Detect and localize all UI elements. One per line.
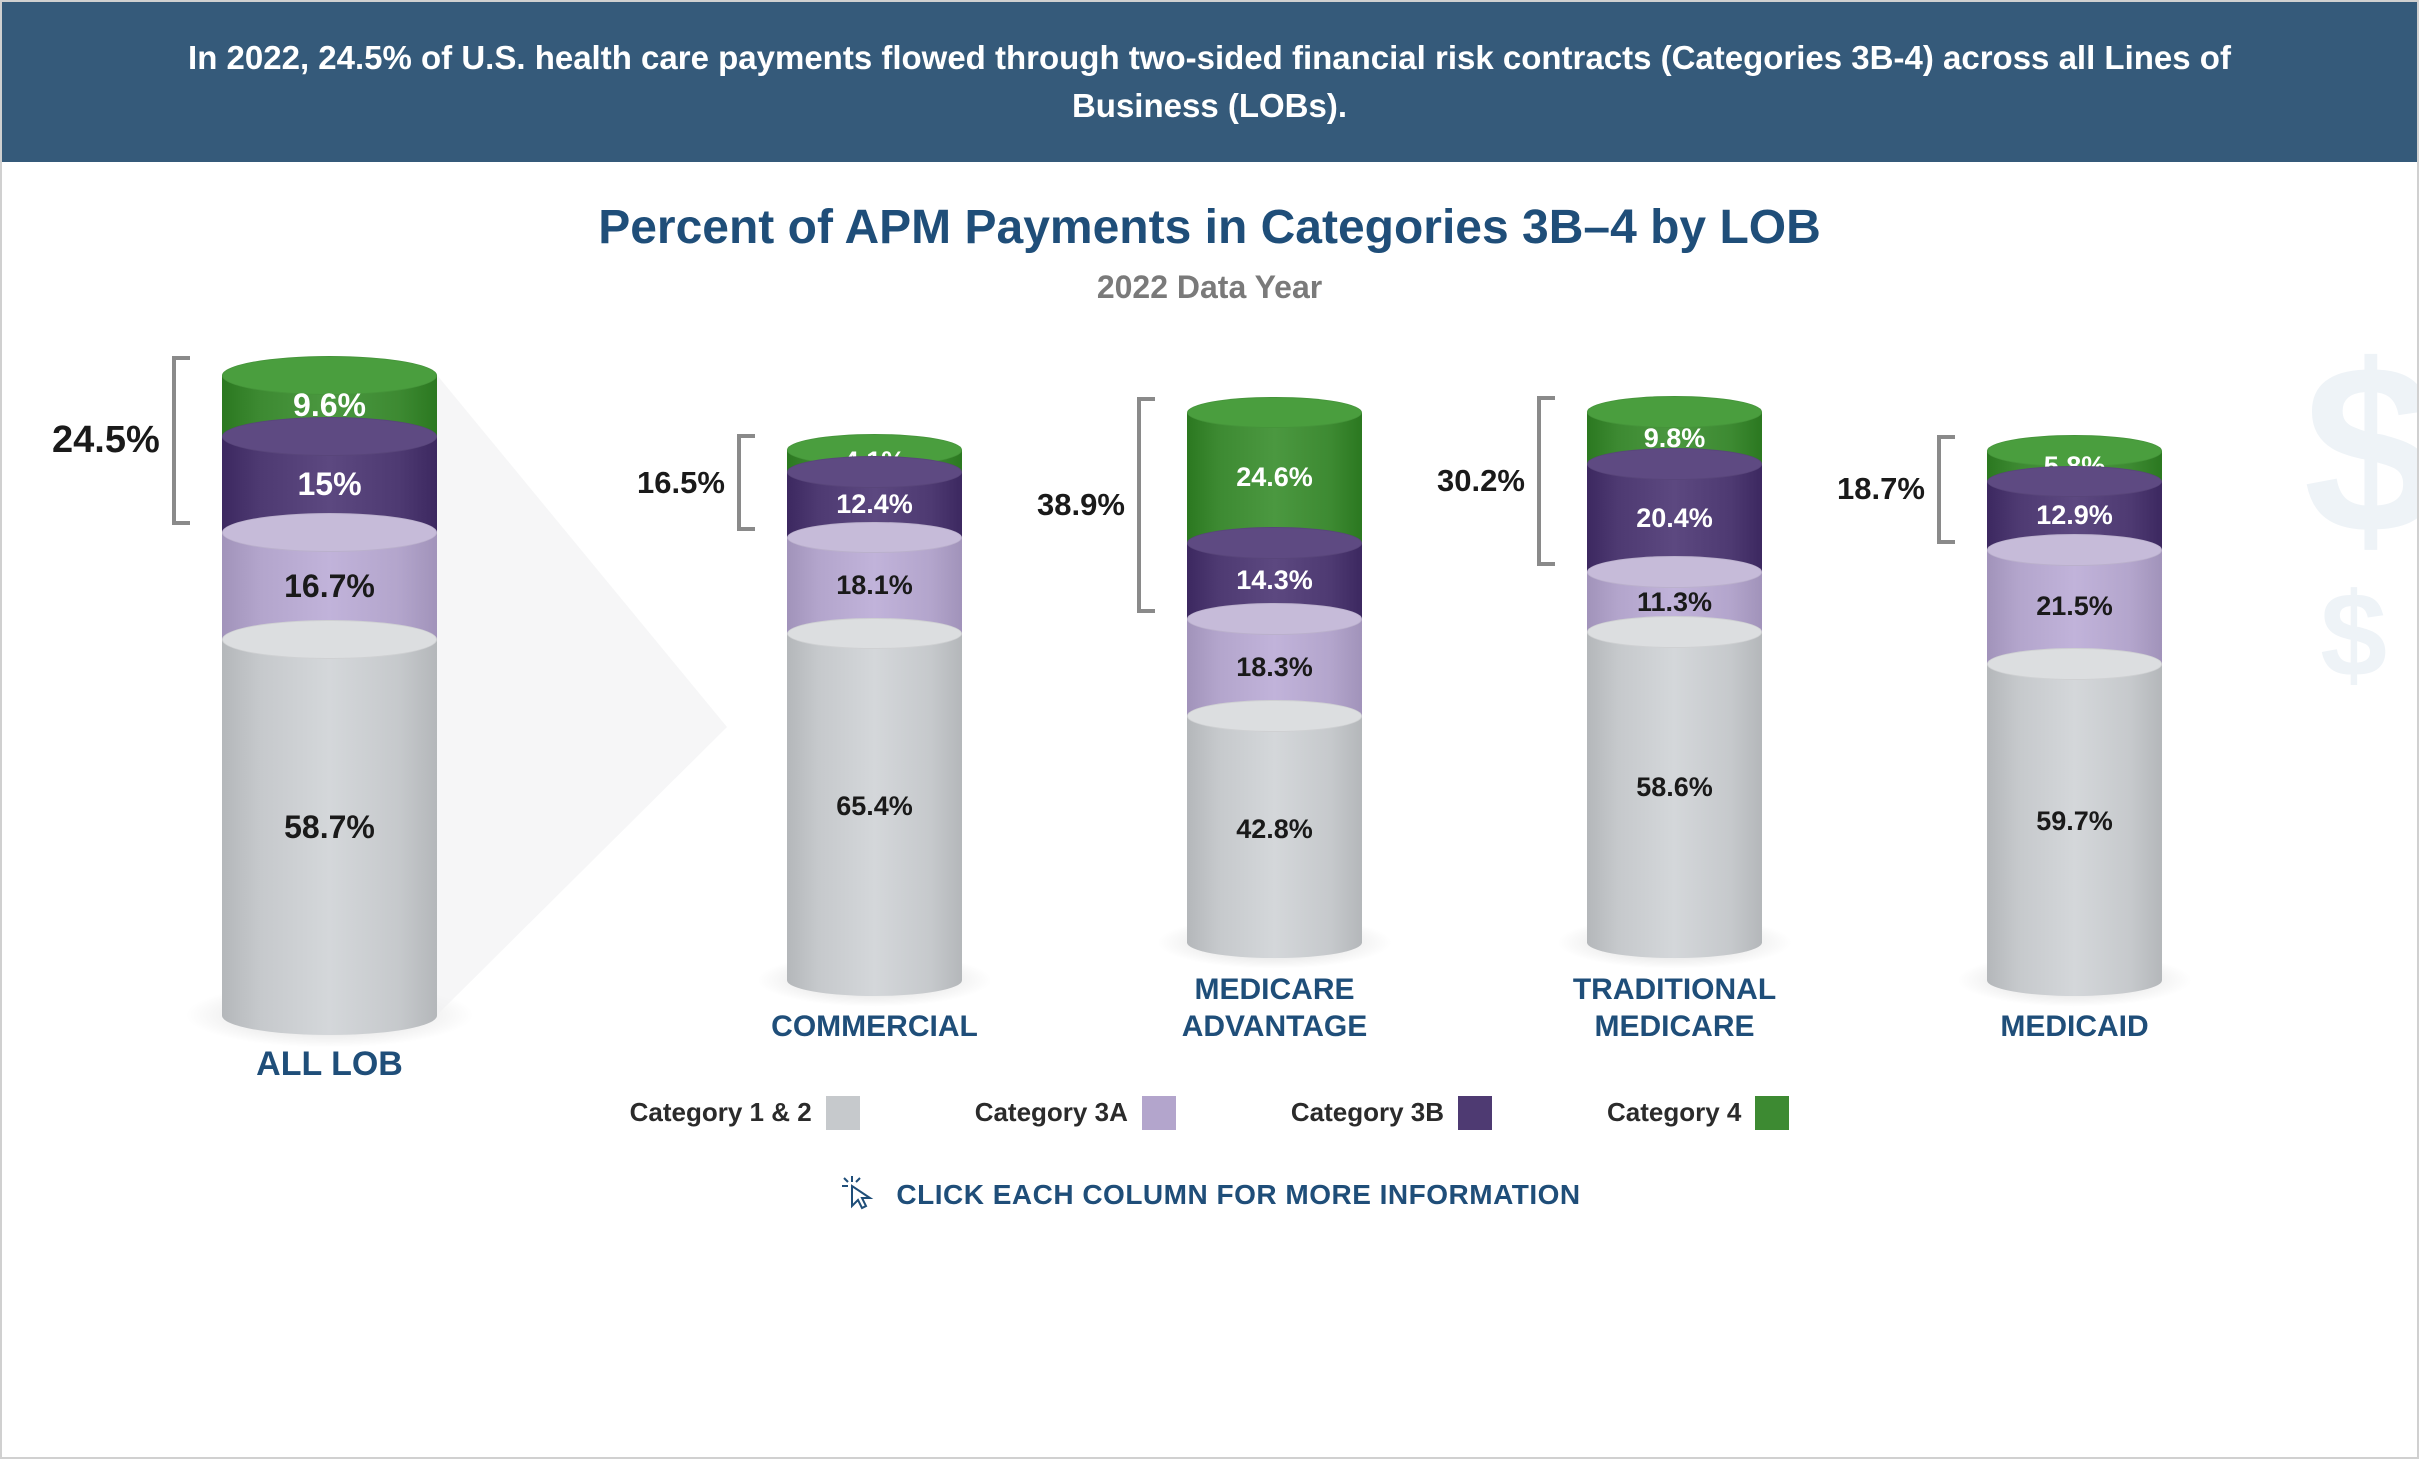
segment-value-label: 15% — [297, 466, 361, 503]
cylinder-commercial[interactable]: 16.5%4.1%12.4%18.1%65.4% — [787, 450, 962, 980]
cylinder-base-ellipse — [787, 964, 962, 996]
legend-label: Category 3B — [1291, 1097, 1444, 1128]
segment-cat4: 24.6% — [1187, 413, 1362, 543]
bracket-percent-label: 18.7% — [1837, 471, 1925, 507]
legend-swatch — [1755, 1096, 1789, 1130]
cylinder-base-ellipse — [1987, 964, 2162, 996]
legend-item: Category 3A — [975, 1096, 1176, 1130]
column-label: ALL LOB — [256, 1043, 403, 1086]
column-label: TRADITIONALMEDICARE — [1573, 971, 1776, 1046]
bracket-line — [1937, 435, 1955, 544]
segment-value-label: 58.7% — [284, 809, 375, 846]
segment-value-label: 20.4% — [1636, 503, 1713, 534]
column-medicaid: 18.7%5.8%12.9%21.5%59.7%MEDICAID — [1927, 451, 2222, 1046]
chart-subtitle: 2022 Data Year — [2, 269, 2417, 306]
segment-top-ellipse — [1187, 527, 1362, 559]
bracket-percent-label: 38.9% — [1037, 487, 1125, 523]
segment-cat12: 65.4% — [787, 634, 962, 981]
infographic-frame: In 2022, 24.5% of U.S. health care payme… — [0, 0, 2419, 1459]
legend-item: Category 1 & 2 — [630, 1096, 860, 1130]
legend-item: Category 4 — [1607, 1096, 1789, 1130]
segment-value-label: 12.4% — [836, 489, 913, 520]
segment-top-ellipse — [787, 456, 962, 488]
bracket-line — [172, 356, 190, 525]
segment-value-label: 18.3% — [1236, 652, 1313, 683]
segment-top-ellipse — [1187, 603, 1362, 635]
bracket-percent-label: 16.5% — [637, 465, 725, 501]
segment-top-ellipse — [787, 522, 962, 554]
cylinder-medicaid[interactable]: 18.7%5.8%12.9%21.5%59.7% — [1987, 451, 2162, 980]
segment-value-label: 12.9% — [2036, 500, 2113, 531]
segment-top-ellipse — [1187, 700, 1362, 732]
segment-value-label: 24.6% — [1236, 462, 1313, 493]
segment-top-ellipse — [787, 618, 962, 650]
banner: In 2022, 24.5% of U.S. health care payme… — [2, 2, 2417, 162]
banner-text: In 2022, 24.5% of U.S. health care payme… — [188, 39, 2231, 124]
segment-top-ellipse — [1987, 534, 2162, 566]
segment-value-label: 11.3% — [1637, 587, 1712, 618]
legend: Category 1 & 2 Category 3A Category 3B Cate… — [2, 1096, 2417, 1130]
footer-note: CLICK EACH COLUMN FOR MORE INFORMATION — [2, 1172, 2417, 1219]
legend-swatch — [826, 1096, 860, 1130]
segment-top-ellipse — [1587, 556, 1762, 588]
segment-cat12: 42.8% — [1187, 716, 1362, 943]
segment-top-ellipse — [1587, 448, 1762, 480]
segment-cat12: 58.6% — [1587, 632, 1762, 943]
bracket-line — [737, 434, 755, 531]
legend-label: Category 1 & 2 — [630, 1097, 812, 1128]
bracket-all-lob: 24.5% — [52, 356, 190, 525]
bracket-medicaid: 18.7% — [1837, 435, 1955, 544]
columns-container: 24.5%9.6%15%16.7%58.7%ALL LOB16.5%4.1%12… — [2, 306, 2417, 1086]
footer-note-text: CLICK EACH COLUMN FOR MORE INFORMATION — [896, 1179, 1580, 1211]
column-traditional-medicare: 30.2%9.8%20.4%11.3%58.6%TRADITIONALMEDIC… — [1527, 412, 1822, 1046]
segment-value-label: 58.6% — [1636, 772, 1713, 803]
title-area: Percent of APM Payments in Categories 3B… — [2, 162, 2417, 306]
bracket-percent-label: 30.2% — [1437, 463, 1525, 499]
segment-cat3a: 21.5% — [1987, 550, 2162, 664]
chart-title: Percent of APM Payments in Categories 3B… — [2, 200, 2417, 255]
bracket-medicare-advantage: 38.9% — [1037, 397, 1155, 613]
bracket-percent-label: 24.5% — [52, 419, 160, 462]
legend-label: Category 4 — [1607, 1097, 1741, 1128]
legend-swatch — [1142, 1096, 1176, 1130]
segment-value-label: 16.7% — [284, 568, 375, 605]
segment-value-label: 14.3% — [1236, 565, 1313, 596]
segment-value-label: 59.7% — [2036, 806, 2113, 837]
segment-value-label: 42.8% — [1236, 814, 1313, 845]
segment-top-ellipse — [1987, 648, 2162, 680]
legend-label: Category 3A — [975, 1097, 1128, 1128]
column-label: MEDICAID — [2000, 1008, 2148, 1046]
segment-top-ellipse — [222, 417, 437, 456]
segment-cat12: 58.7% — [222, 640, 437, 1016]
segment-top-ellipse — [1587, 616, 1762, 648]
legend-item: Category 3B — [1291, 1096, 1492, 1130]
segment-top-ellipse — [222, 620, 437, 659]
cylinder-all-lob[interactable]: 24.5%9.6%15%16.7%58.7% — [222, 375, 437, 1015]
cylinder-traditional-medicare[interactable]: 30.2%9.8%20.4%11.3%58.6% — [1587, 412, 1762, 943]
column-label: MEDICAREADVANTAGE — [1182, 971, 1368, 1046]
segment-cat12: 59.7% — [1987, 664, 2162, 980]
segment-value-label: 65.4% — [836, 791, 913, 822]
cylinder-medicare-advantage[interactable]: 38.9%24.6%14.3%18.3%42.8% — [1187, 413, 1362, 943]
segment-top-ellipse — [222, 513, 437, 552]
segment-value-label: 18.1% — [836, 570, 913, 601]
segment-top-ellipse — [1987, 466, 2162, 498]
bracket-line — [1537, 396, 1555, 566]
segment-value-label: 21.5% — [2036, 591, 2113, 622]
column-label: COMMERCIAL — [771, 1008, 978, 1046]
legend-swatch — [1458, 1096, 1492, 1130]
cursor-click-icon — [838, 1172, 878, 1219]
bracket-line — [1137, 397, 1155, 613]
segment-top-ellipse — [1187, 397, 1362, 429]
bracket-traditional-medicare: 30.2% — [1437, 396, 1555, 566]
column-all-lob: 24.5%9.6%15%16.7%58.7%ALL LOB — [162, 375, 497, 1085]
cylinder-base-ellipse — [222, 996, 437, 1035]
bracket-commercial: 16.5% — [637, 434, 755, 531]
chart-area: $ $ 24.5%9.6%15%16.7%58.7%ALL LOB16.5%4.… — [2, 306, 2417, 1457]
column-medicare-advantage: 38.9%24.6%14.3%18.3%42.8%MEDICAREADVANTA… — [1127, 413, 1422, 1046]
column-commercial: 16.5%4.1%12.4%18.1%65.4%COMMERCIAL — [727, 450, 1022, 1045]
